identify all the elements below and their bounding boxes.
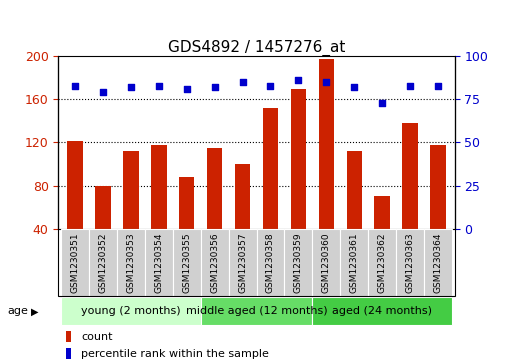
Text: GSM1230353: GSM1230353 [126,232,136,293]
Text: young (2 months): young (2 months) [81,306,181,316]
Point [71,83,79,89]
Bar [123,151,139,229]
Text: ▶: ▶ [30,306,38,316]
Bar [291,89,306,229]
Bar [424,229,452,296]
Bar [430,144,446,229]
Text: GSM1230361: GSM1230361 [350,232,359,293]
Text: GSM1230363: GSM1230363 [405,232,415,293]
Bar [368,229,396,296]
Bar [89,229,117,296]
Text: GSM1230356: GSM1230356 [210,232,219,293]
Text: GSM1230359: GSM1230359 [294,232,303,293]
Bar [173,229,201,296]
Bar [61,297,201,325]
Bar [340,229,368,296]
Bar [68,142,83,229]
Point [378,100,386,106]
Point [155,83,163,89]
Text: GSM1230358: GSM1230358 [266,232,275,293]
Bar [201,297,312,325]
Bar [263,108,278,229]
Bar [374,196,390,229]
Point [127,85,135,90]
Point [350,85,358,90]
Bar [284,229,312,296]
Text: GSM1230351: GSM1230351 [71,232,80,293]
Point [266,83,274,89]
Bar [312,229,340,296]
Text: middle aged (12 months): middle aged (12 months) [186,306,327,316]
Point [239,79,247,85]
Text: GSM1230362: GSM1230362 [377,232,387,293]
Bar [312,297,452,325]
Bar [151,144,167,229]
Bar [145,229,173,296]
Bar [179,177,195,229]
Bar [67,331,71,342]
Point [294,77,302,83]
Bar [402,123,418,229]
Point [183,86,191,92]
Point [99,90,107,95]
Text: count: count [81,331,113,342]
Bar [229,229,257,296]
Text: GSM1230355: GSM1230355 [182,232,192,293]
Point [434,83,442,89]
Bar [346,151,362,229]
Text: GSM1230360: GSM1230360 [322,232,331,293]
Title: GDS4892 / 1457276_at: GDS4892 / 1457276_at [168,40,345,56]
Bar [207,148,223,229]
Bar [61,229,89,296]
Bar [319,60,334,229]
Point [406,83,414,89]
Bar [201,229,229,296]
Bar [117,229,145,296]
Bar [235,164,250,229]
Text: age: age [8,306,28,316]
Text: GSM1230357: GSM1230357 [238,232,247,293]
Text: aged (24 months): aged (24 months) [332,306,432,316]
Bar [96,185,111,229]
Text: percentile rank within the sample: percentile rank within the sample [81,349,269,359]
Bar [396,229,424,296]
Text: GSM1230364: GSM1230364 [433,232,442,293]
Text: GSM1230354: GSM1230354 [154,232,164,293]
Bar [257,229,284,296]
Bar [67,348,71,359]
Text: GSM1230352: GSM1230352 [99,232,108,293]
Point [322,79,330,85]
Point [211,85,219,90]
